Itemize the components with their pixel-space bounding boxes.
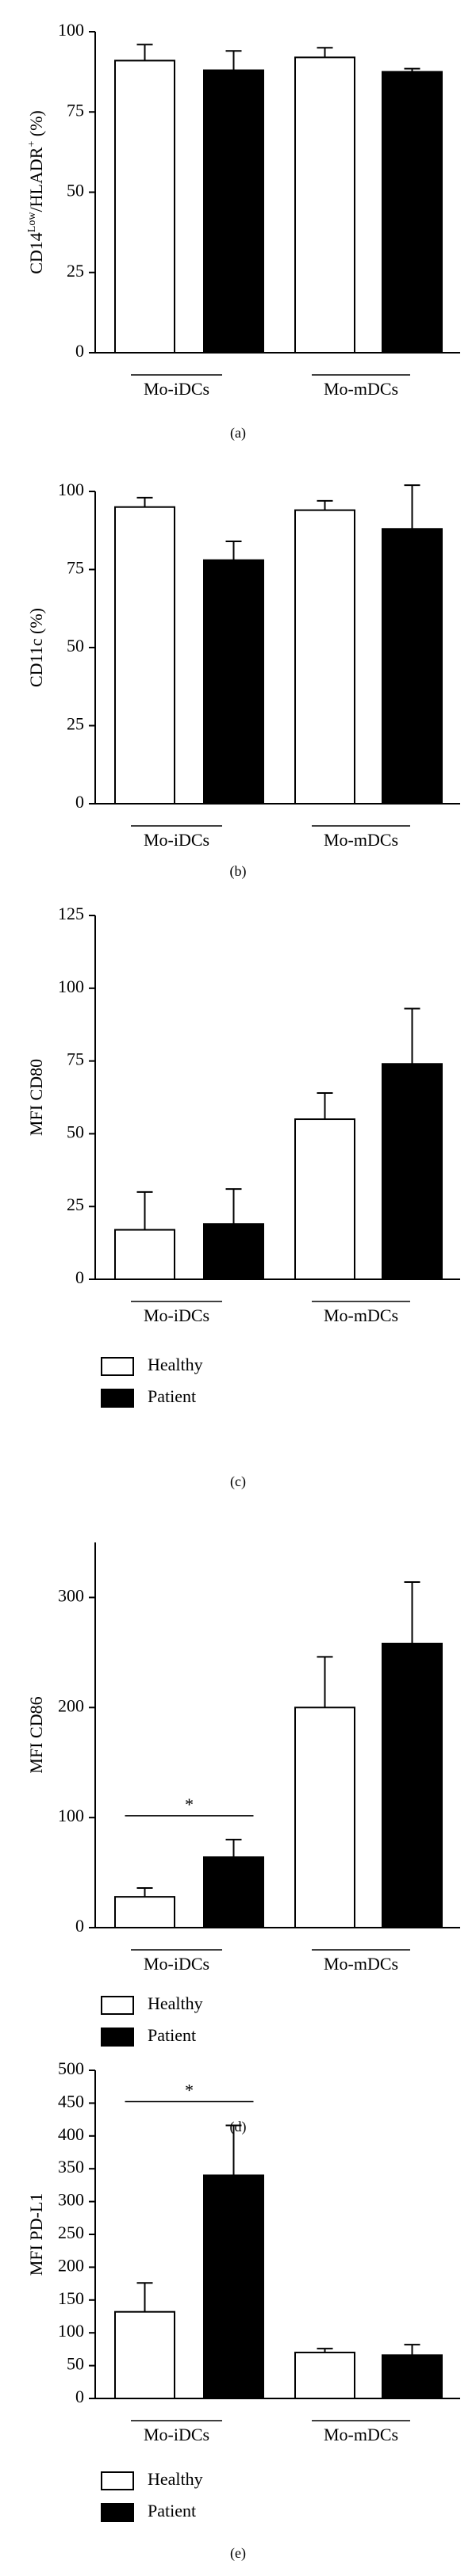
y-tick-label: 150 — [58, 2288, 84, 2308]
y-tick-label: 100 — [58, 480, 84, 499]
y-tick-label: 0 — [75, 792, 84, 812]
bar — [294, 1118, 355, 1281]
bar — [294, 56, 355, 354]
bar — [203, 2174, 264, 2399]
y-tick-label: 0 — [75, 1916, 84, 1936]
y-tick-label: 350 — [58, 2157, 84, 2177]
bar — [114, 506, 175, 805]
y-tick-label: 0 — [75, 1267, 84, 1287]
y-tick-label: 200 — [58, 1695, 84, 1715]
y-tick-label: 100 — [58, 1806, 84, 1825]
y-tick-label: 125 — [58, 904, 84, 923]
bar — [382, 1642, 443, 1928]
bar — [382, 1063, 443, 1280]
legend-label: Healthy — [148, 1993, 203, 2013]
y-axis-label-part: + — [26, 141, 38, 147]
x-tick-label: Mo-mDCs — [324, 1954, 398, 1974]
caption: (a) — [230, 425, 246, 441]
legend-swatch — [101, 1996, 134, 2015]
x-tick-label: Mo-mDCs — [324, 379, 398, 399]
y-tick-label: 250 — [58, 2222, 84, 2242]
y-axis-label-part: Low — [26, 212, 38, 233]
y-tick-label: 0 — [75, 2387, 84, 2406]
y-axis-label-part: MFI CD80 — [26, 1059, 46, 1136]
y-tick-label: 50 — [67, 181, 84, 201]
y-axis-label: MFI CD80 — [26, 1059, 46, 1136]
y-tick-label: 50 — [67, 636, 84, 655]
bar — [114, 1896, 175, 1929]
y-tick-label: 75 — [67, 558, 84, 578]
significance-label: * — [185, 2081, 194, 2100]
bar — [203, 559, 264, 805]
legend-label: Patient — [148, 1386, 196, 1406]
y-tick-label: 500 — [58, 2058, 84, 2078]
y-tick-label: 0 — [75, 341, 84, 361]
legend-label: Patient — [148, 2501, 196, 2521]
y-axis-label-part: MFI CD86 — [26, 1696, 46, 1773]
legend-swatch — [101, 2503, 134, 2522]
x-tick-label: Mo-iDCs — [144, 830, 209, 850]
x-tick-label: Mo-iDCs — [144, 1954, 209, 1974]
legend-swatch — [101, 2028, 134, 2047]
bar — [294, 509, 355, 805]
y-tick-label: 50 — [67, 1122, 84, 1141]
x-tick-label: Mo-mDCs — [324, 2425, 398, 2444]
significance-label: * — [185, 1794, 194, 1814]
bar — [114, 1229, 175, 1281]
bar — [294, 1707, 355, 1928]
bar — [382, 528, 443, 805]
y-tick-label: 50 — [67, 2354, 84, 2374]
x-tick-label: Mo-iDCs — [144, 1305, 209, 1325]
y-axis-label: CD14Low/HLADR+ (%) — [26, 110, 46, 274]
y-tick-label: 300 — [58, 1585, 84, 1605]
y-tick-label: 100 — [58, 20, 84, 40]
y-tick-label: 75 — [67, 100, 84, 120]
y-tick-label: 300 — [58, 2190, 84, 2210]
y-axis-label: CD11c (%) — [26, 608, 46, 687]
y-axis-label: MFI CD86 — [26, 1696, 46, 1773]
caption: (d) — [230, 2119, 247, 2135]
y-axis-label-part: /HLADR — [26, 147, 46, 212]
y-tick-label: 200 — [58, 2255, 84, 2275]
y-axis-label-part: (%) — [26, 110, 46, 140]
y-tick-label: 25 — [67, 261, 84, 281]
bar — [203, 1856, 264, 1928]
y-tick-label: 450 — [58, 2091, 84, 2111]
bar — [203, 69, 264, 354]
x-tick-label: Mo-iDCs — [144, 2425, 209, 2444]
bar — [203, 1223, 264, 1281]
y-axis-label-part: MFI PD-L1 — [26, 2193, 46, 2276]
y-tick-label: 100 — [58, 2321, 84, 2341]
y-axis-label-part: CD14 — [26, 232, 46, 274]
bar — [294, 2352, 355, 2400]
legend-swatch — [101, 1357, 134, 1376]
legend-swatch — [101, 2471, 134, 2490]
x-tick-label: Mo-mDCs — [324, 1305, 398, 1325]
caption: (c) — [230, 1473, 246, 1490]
y-tick-label: 100 — [58, 977, 84, 996]
legend-label: Healthy — [148, 1355, 203, 1374]
y-axis-label: MFI PD-L1 — [26, 2193, 46, 2276]
bar — [382, 2354, 443, 2400]
legend-swatch — [101, 1389, 134, 1408]
y-tick-label: 25 — [67, 714, 84, 734]
y-tick-label: 400 — [58, 2124, 84, 2144]
caption: (e) — [230, 2545, 246, 2562]
legend-label: Healthy — [148, 2469, 203, 2489]
y-tick-label: 75 — [67, 1049, 84, 1069]
x-tick-label: Mo-mDCs — [324, 830, 398, 850]
bar — [114, 2310, 175, 2400]
legend-label: Patient — [148, 2025, 196, 2045]
bar — [382, 71, 443, 354]
caption: (b) — [230, 863, 247, 880]
y-axis-label-part: CD11c (%) — [26, 608, 46, 687]
bar — [114, 59, 175, 354]
y-tick-label: 25 — [67, 1194, 84, 1214]
x-tick-label: Mo-iDCs — [144, 379, 209, 399]
